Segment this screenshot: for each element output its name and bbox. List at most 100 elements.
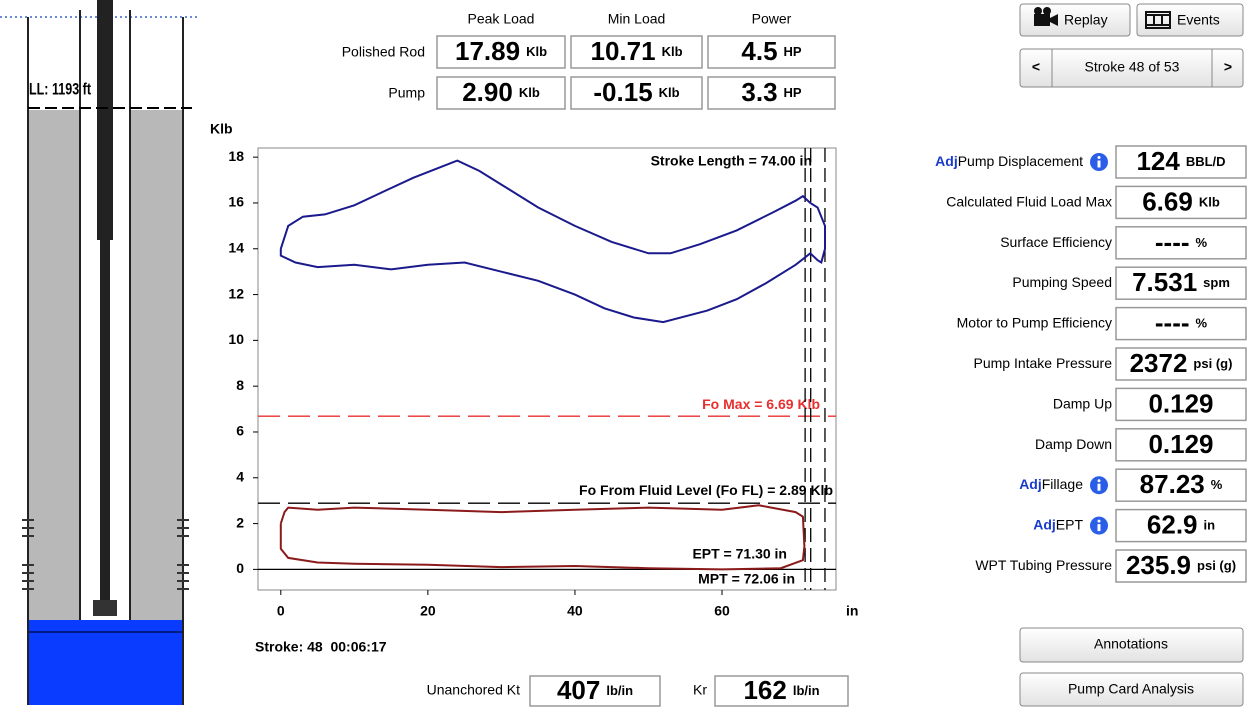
parameter-label: Motor to Pump Efficiency (957, 314, 1112, 330)
plot-area (258, 148, 836, 590)
value: -0.15 (593, 77, 652, 107)
info-icon[interactable] (1090, 153, 1108, 171)
reference-label: Stroke Length = 74.00 in (651, 153, 812, 169)
adj-tag: Adj (1019, 476, 1042, 492)
row-label: Pump (388, 85, 425, 101)
button-label: < (1032, 59, 1040, 75)
stroke-counter: Stroke 48 of 53 (1085, 59, 1180, 75)
info-dot (1098, 520, 1101, 523)
y-tick-label: 16 (228, 194, 244, 210)
unit: psi (g) (1193, 356, 1232, 371)
y-tick-label: 14 (228, 239, 244, 255)
value-text: 0.129 (1148, 429, 1213, 459)
value: 10.71 (590, 36, 655, 66)
value: 4.5 (741, 36, 777, 66)
adj-tag: Adj (1033, 516, 1056, 532)
parameter-label: Calculated Fluid Load Max (946, 193, 1112, 209)
unit: BBL/D (1186, 154, 1226, 169)
label: Calculated Fluid Load Max (946, 193, 1112, 209)
screen: LL: 1193 ft Stroke: 48 00:06:17 Replay E… (0, 0, 1254, 708)
info-icon[interactable] (1090, 517, 1108, 535)
y-tick-label: 2 (236, 514, 244, 530)
parameter-label: Surface Efficiency (1000, 234, 1112, 250)
label: WPT Tubing Pressure (975, 557, 1112, 573)
label: EPT (1056, 516, 1084, 532)
unit: Klb (1199, 195, 1220, 210)
unit: lb/in (793, 683, 820, 698)
y-tick-label: 10 (228, 331, 244, 347)
events-button[interactable]: Events (1137, 4, 1243, 36)
info-dot (1098, 479, 1101, 482)
parameter-label: AdjFillage (1019, 476, 1083, 492)
y-axis-label: Klb (210, 121, 233, 137)
label: Pump Displacement (958, 153, 1083, 169)
stroke-info: Stroke: 48 00:06:17 (255, 639, 387, 655)
value: 0.129 (1148, 429, 1213, 459)
button-label: Pump Card Analysis (1068, 681, 1194, 697)
field-label: Kr (693, 682, 707, 698)
button-label: Replay (1064, 12, 1108, 28)
info-icon[interactable] (1090, 476, 1108, 494)
value: 124 (1136, 146, 1180, 176)
y-tick-label: 6 (236, 423, 244, 439)
button-label: Annotations (1094, 636, 1168, 652)
value: 3.3 (741, 77, 777, 107)
annotations-button[interactable]: Annotations (1020, 628, 1243, 662)
fluid-level: LL: 1193 ft (29, 79, 91, 98)
adj-tag: Adj (935, 153, 958, 169)
value: 162 (743, 675, 786, 705)
field-label: Unanchored Kt (427, 682, 521, 698)
y-tick-label: 0 (236, 560, 244, 576)
y-tick-label: 4 (236, 468, 244, 484)
column-header: Peak Load (468, 11, 535, 27)
value: 87.23 (1140, 469, 1205, 499)
label: Damp Down (1035, 436, 1112, 452)
value: 2372 (1130, 348, 1188, 378)
x-tick-label: 20 (420, 603, 436, 619)
button-label: Events (1177, 12, 1220, 28)
x-tick-label: 0 (277, 603, 285, 619)
reference-label: Fo Max = 6.69 Klb (702, 396, 820, 412)
parameter-label: AdjEPT (1033, 516, 1083, 532)
info-stem (1098, 484, 1101, 491)
parameter-label: Pump Intake Pressure (973, 355, 1112, 371)
column-header: Power (752, 11, 792, 27)
unit: in (1204, 518, 1216, 533)
parameter-label: Damp Up (1053, 395, 1112, 411)
label: Pumping Speed (1012, 274, 1112, 290)
unit: Klb (526, 44, 547, 59)
unit: spm (1203, 276, 1230, 291)
unit: psi (g) (1197, 558, 1236, 573)
y-tick-label: 8 (236, 377, 244, 393)
row-label: Polished Rod (342, 44, 425, 60)
reference-label: EPT = 71.30 in (692, 546, 787, 562)
value: 235.9 (1126, 550, 1191, 580)
x-axis-label: in (846, 603, 858, 619)
unit: HP (784, 44, 802, 59)
label: Surface Efficiency (1000, 234, 1112, 250)
value: 6.69 (1142, 186, 1193, 216)
reference-label: MPT = 72.06 in (698, 571, 795, 587)
parameter-label: AdjPump Displacement (935, 153, 1083, 169)
analysis-button[interactable]: Pump Card Analysis (1020, 673, 1243, 706)
unit: Klb (519, 85, 540, 100)
unit: % (1211, 478, 1223, 493)
value: 17.89 (455, 36, 520, 66)
unit: HP (784, 85, 802, 100)
value: ---- (1155, 227, 1190, 257)
wellbore: LL: 1193 ft (0, 0, 200, 705)
value-text: 0.129 (1148, 388, 1213, 418)
parameter-label: Damp Down (1035, 436, 1112, 452)
value: 407 (557, 675, 600, 705)
y-tick-label: 12 (228, 285, 244, 301)
value: 7.531 (1132, 267, 1197, 297)
label: Pump Intake Pressure (973, 355, 1112, 371)
label: Fillage (1042, 476, 1083, 492)
info-stem (1098, 524, 1101, 531)
replay-button[interactable]: Replay (1020, 4, 1130, 36)
unit: lb/in (606, 683, 633, 698)
value: 62.9 (1147, 509, 1198, 539)
y-tick-label: 18 (228, 148, 244, 164)
column-header: Min Load (608, 11, 666, 27)
info-stem (1098, 161, 1101, 168)
